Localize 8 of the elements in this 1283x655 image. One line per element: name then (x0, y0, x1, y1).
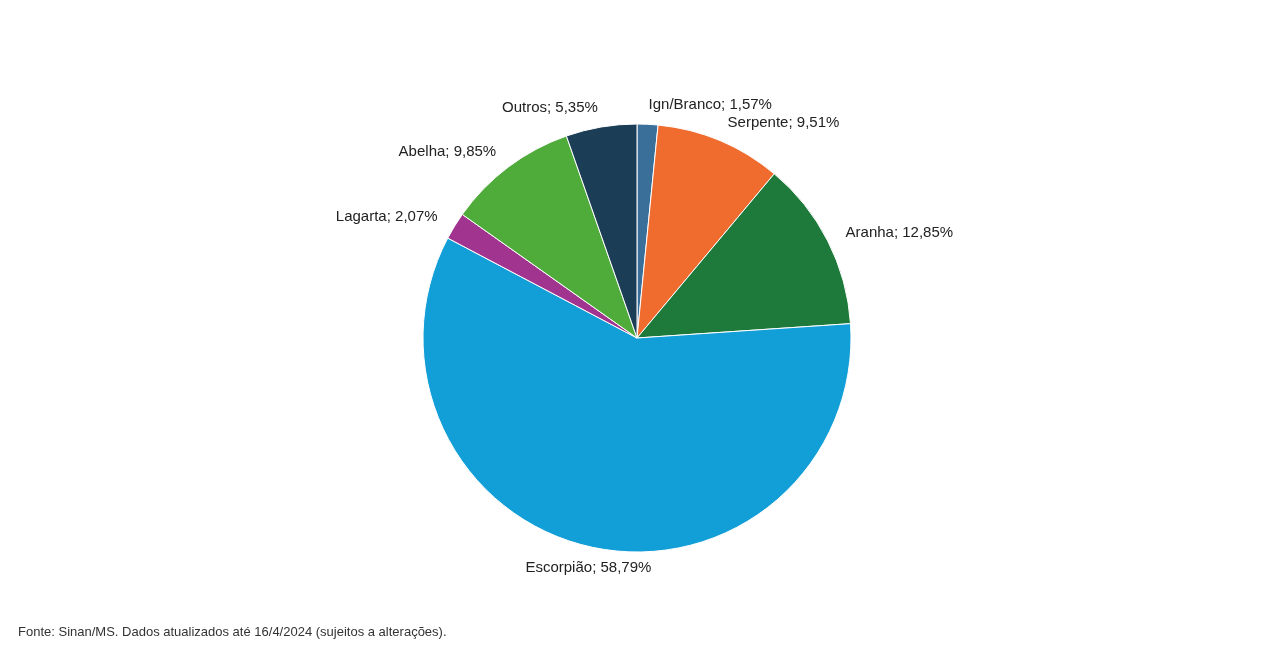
slice-label: Escorpião; 58,79% (525, 557, 652, 575)
source-note: Fonte: Sinan/MS. Dados atualizados até 16/4/2024 (sujeitos a alterações). (18, 624, 447, 639)
slice-label: Outros; 5,35% (501, 98, 598, 116)
slice-label: Aranha; 12,85% (845, 222, 954, 240)
slice-label: Lagarta; 2,07% (335, 206, 438, 224)
slice-label: Serpente; 9,51% (727, 113, 840, 131)
slice-label: Abelha; 9,85% (398, 142, 497, 160)
slice-label: Ign/Branco; 1,57% (648, 95, 772, 113)
